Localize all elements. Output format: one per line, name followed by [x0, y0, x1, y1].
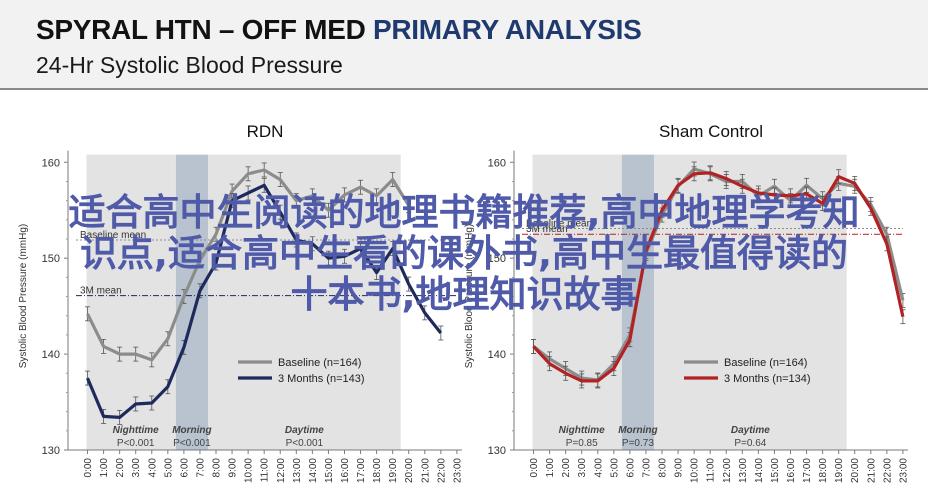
page-title: SPYRAL HTN – OFF MED PRIMARY ANALYSIS: [36, 14, 642, 46]
x-tick-label: 5:00: [609, 458, 620, 478]
title-part-2: PRIMARY ANALYSIS: [373, 14, 642, 45]
x-tick-label: 6:00: [625, 458, 636, 478]
y-tick-label: 150: [488, 253, 506, 265]
x-tick-label: 4:00: [593, 458, 604, 478]
period-name: Morning: [172, 425, 211, 436]
x-tick-label: 16:00: [340, 458, 351, 483]
x-tick-label: 1:00: [545, 458, 556, 478]
x-tick-label: 8:00: [212, 458, 223, 478]
period-band-1: [86, 154, 176, 451]
series-line-baseline: [86, 168, 411, 362]
chart-title: RDN: [247, 122, 284, 141]
x-tick-label: 8:00: [658, 458, 669, 478]
reference-line-label: 3M mean: [80, 286, 122, 297]
x-tick-label: 1:00: [99, 458, 110, 478]
period-band-3: [207, 154, 401, 451]
x-tick-label: 12:00: [276, 458, 287, 483]
reference-line-label: Baseline mean: [80, 230, 146, 241]
x-tick-label: 19:00: [388, 458, 399, 483]
period-pvalue: P=0.64: [734, 438, 766, 449]
x-tick-label: 17:00: [356, 458, 367, 483]
period-pvalue: P<0.001: [173, 438, 211, 449]
page-subtitle: 24-Hr Systolic Blood Pressure: [36, 52, 343, 78]
x-tick-label: 12:00: [722, 458, 733, 483]
x-tick-label: 2:00: [561, 458, 572, 478]
period-name: Daytime: [731, 425, 770, 436]
x-tick-label: 5:00: [163, 458, 174, 478]
period-pvalue: P=0.85: [566, 438, 598, 449]
x-tick-label: 22:00: [436, 458, 447, 483]
x-tick-label: 23:00: [452, 458, 463, 483]
x-tick-label: 11:00: [706, 458, 717, 483]
legend-label: 3 Months (n=134): [724, 373, 811, 385]
y-tick-label: 130: [488, 445, 506, 457]
x-tick-label: 19:00: [834, 458, 845, 483]
period-pvalue: P<0.001: [286, 438, 324, 449]
period-band-3: [653, 154, 847, 451]
x-tick-label: 15:00: [770, 458, 781, 483]
series-line-3-months: [532, 171, 905, 383]
x-tick-label: 9:00: [228, 458, 239, 478]
period-band-1: [532, 154, 622, 451]
x-tick-label: 4:00: [147, 458, 158, 478]
y-tick-label: 160: [488, 157, 506, 169]
series-line-3-months: [86, 183, 443, 419]
period-name: Morning: [618, 425, 657, 436]
legend-label: Baseline (n=164): [278, 357, 361, 369]
x-tick-label: 21:00: [420, 458, 431, 483]
x-tick-label: 23:00: [898, 458, 909, 483]
x-tick-label: 10:00: [690, 458, 701, 483]
y-tick-label: 140: [42, 349, 60, 361]
x-tick-label: 18:00: [372, 458, 383, 483]
x-tick-label: 15:00: [324, 458, 335, 483]
y-axis-title: Systolic Blood Pressure (mmHg): [18, 224, 29, 368]
x-tick-label: 13:00: [738, 458, 749, 483]
reference-line-label: Baseline mean: [526, 218, 592, 229]
reference-line-label: 3M mean: [526, 224, 568, 235]
x-tick-label: 21:00: [866, 458, 877, 483]
x-tick-label: 2:00: [115, 458, 126, 478]
y-tick-label: 130: [42, 445, 60, 457]
chart-panel-1: 130 140 150 160 0:00 1:00 2:00 3:00 4:00 5:00 6:00…: [18, 122, 463, 483]
x-tick-label: 13:00: [292, 458, 303, 483]
period-name: Nighttime: [113, 425, 160, 436]
x-tick-label: 14:00: [308, 458, 319, 483]
x-tick-label: 18:00: [818, 458, 829, 483]
y-axis-title: Systolic Blood Pressure (mmHg): [464, 224, 475, 368]
chart-panel-2: 130 140 150 160 0:00 1:00 2:00 3:00 4:00 5:00 6:00…: [464, 122, 909, 483]
x-tick-label: 3:00: [577, 458, 588, 478]
x-tick-label: 0:00: [83, 458, 94, 478]
x-tick-label: 22:00: [882, 458, 893, 483]
title-part-1: SPYRAL HTN – OFF MED: [36, 14, 366, 45]
x-tick-label: 9:00: [674, 458, 685, 478]
period-pvalue: P=0.73: [622, 438, 654, 449]
header-band: [0, 0, 928, 90]
x-tick-label: 7:00: [195, 458, 206, 478]
legend-label: Baseline (n=164): [724, 357, 807, 369]
x-tick-label: 10:00: [244, 458, 255, 483]
x-tick-label: 11:00: [260, 458, 271, 483]
y-tick-label: 150: [42, 253, 60, 265]
period-name: Daytime: [285, 425, 324, 436]
x-tick-label: 0:00: [529, 458, 540, 478]
y-tick-label: 140: [488, 349, 506, 361]
x-tick-label: 7:00: [641, 458, 652, 478]
period-name: Nighttime: [559, 425, 606, 436]
x-tick-label: 20:00: [404, 458, 415, 483]
legend-label: 3 Months (n=143): [278, 373, 365, 385]
x-tick-label: 3:00: [131, 458, 142, 478]
x-tick-label: 14:00: [754, 458, 765, 483]
period-pvalue: P<0.001: [117, 438, 155, 449]
x-tick-label: 20:00: [850, 458, 861, 483]
y-tick-label: 160: [42, 157, 60, 169]
x-tick-label: 17:00: [802, 458, 813, 483]
x-tick-label: 6:00: [179, 458, 190, 478]
chart-title: Sham Control: [659, 122, 763, 141]
x-tick-label: 16:00: [786, 458, 797, 483]
